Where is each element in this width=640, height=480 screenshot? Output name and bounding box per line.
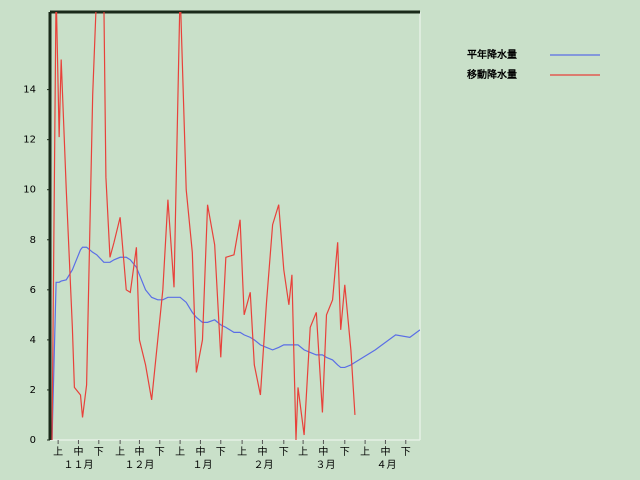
- x-tick-label: 中: [318, 445, 328, 458]
- month-label: ３月: [315, 459, 335, 471]
- x-tick-label: 下: [401, 447, 411, 458]
- y-tick-label: 0: [30, 435, 36, 446]
- x-tick-label: 下: [94, 447, 104, 458]
- y-tick-label: 12: [23, 135, 36, 146]
- x-tick-label: 下: [155, 447, 165, 458]
- y-tick-label: 4: [30, 335, 36, 346]
- x-tick-label: 中: [257, 445, 267, 458]
- x-tick-label: 上: [175, 446, 185, 458]
- x-tick-label: 上: [298, 446, 308, 458]
- series-line: [51, 12, 356, 440]
- x-tick-label: 下: [279, 447, 289, 458]
- x-tick-label: 上: [53, 446, 63, 458]
- x-tick-label: 中: [73, 445, 83, 458]
- legend-label: 移動降水量: [467, 68, 517, 81]
- legend-label: 平年降水量: [467, 48, 517, 61]
- month-label: ２月: [253, 459, 273, 471]
- month-label: １２月: [124, 459, 154, 471]
- x-tick-label: 上: [360, 446, 370, 458]
- x-tick-label: 上: [115, 446, 125, 458]
- month-label: １月: [192, 459, 212, 471]
- x-tick-label: 下: [340, 447, 350, 458]
- y-tick-label: 14: [23, 85, 36, 96]
- x-tick-label: 上: [237, 446, 247, 458]
- month-label: １１月: [63, 459, 93, 471]
- series-line: [51, 246, 420, 440]
- y-tick-label: 2: [30, 385, 36, 396]
- x-tick-label: 中: [380, 445, 390, 458]
- y-tick-label: 10: [23, 185, 36, 196]
- x-tick-label: 中: [195, 445, 205, 458]
- x-tick-label: 中: [134, 445, 144, 458]
- y-tick-label: 8: [30, 235, 36, 246]
- y-tick-label: 6: [30, 285, 36, 296]
- month-label: ４月: [376, 459, 396, 471]
- x-tick-label: 下: [216, 447, 226, 458]
